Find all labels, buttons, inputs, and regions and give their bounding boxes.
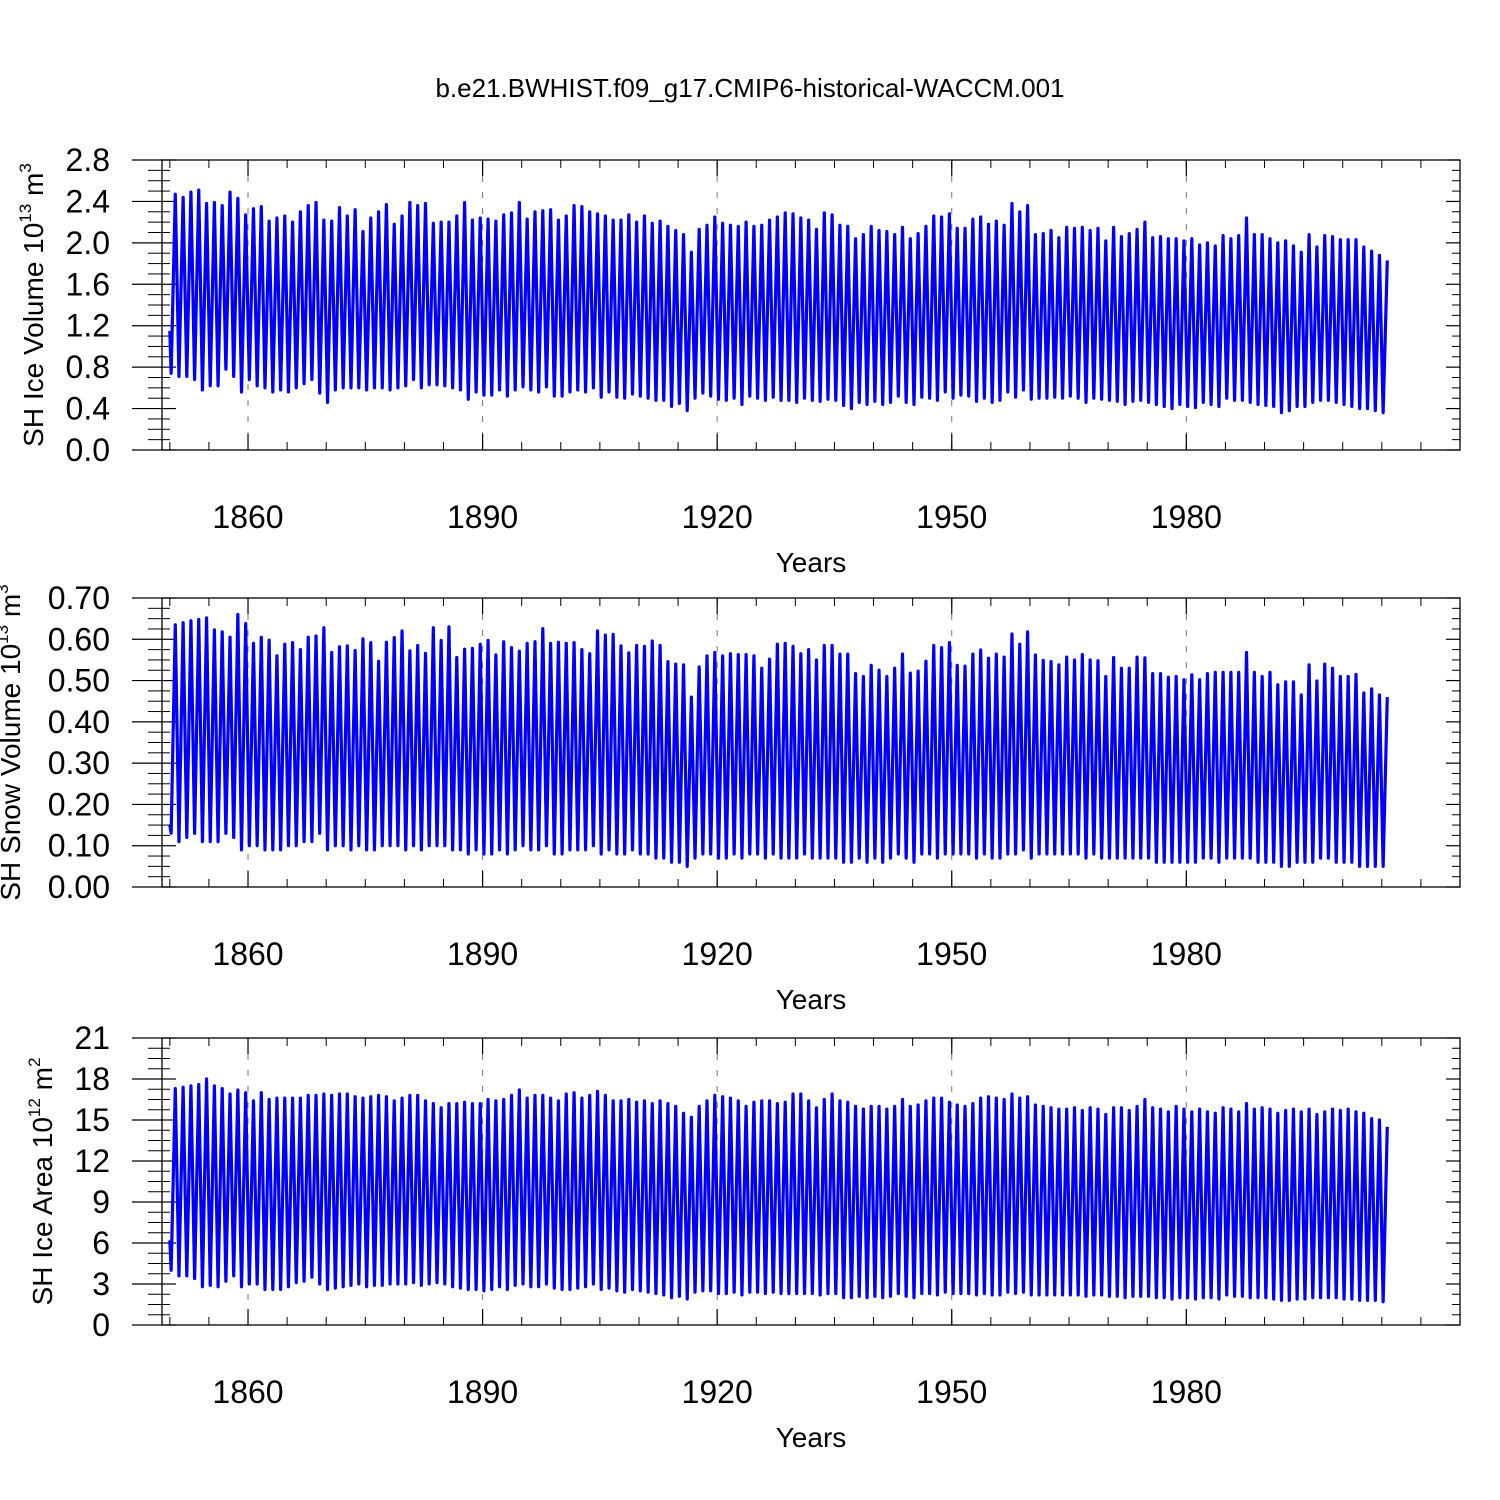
y-tick-label: 0.40 — [48, 704, 110, 740]
y-tick-label: 18 — [74, 1061, 110, 1097]
panel-3: 1860 1890 1920 1950 1980 0 3 6 9 12 15 18 21 Years SH … — [25, 1020, 1461, 1453]
y-tick-label: 1.6 — [66, 266, 110, 302]
x-tick-label: 1860 — [212, 499, 283, 535]
x-tick-label: 1860 — [212, 1374, 283, 1410]
x-tick-label: 1980 — [1151, 936, 1222, 972]
y-tick-label: 15 — [74, 1102, 110, 1138]
plot-frame — [161, 597, 1461, 888]
y-tick-label: 2.0 — [66, 225, 110, 261]
y-tick-label: 2.8 — [66, 142, 110, 178]
x-tick-label: 1920 — [682, 936, 753, 972]
y-axis-label: SH Ice Volume 1013 m3 — [16, 163, 49, 447]
x-axis-label: Years — [776, 1422, 847, 1453]
y-tick-label: 0.00 — [48, 869, 110, 905]
y-tick-label: 0 — [92, 1307, 110, 1343]
y-axis-label: SH Ice Area 1012 m2 — [25, 1058, 58, 1306]
x-tick-label: 1920 — [682, 1374, 753, 1410]
y-tick-label: 1.2 — [66, 308, 110, 344]
y-tick-label: 0.8 — [66, 349, 110, 385]
y-tick-label: 0.20 — [48, 786, 110, 822]
y-tick-label: 6 — [92, 1225, 110, 1261]
y-tick-label: 21 — [74, 1020, 110, 1056]
y-tick-label: 0.10 — [48, 828, 110, 864]
panel-1: 1860 1890 1920 1950 1980 0.0 0.4 0.8 1.2 1.6 2.0 2.… — [16, 142, 1461, 578]
plot-frame — [161, 159, 1461, 451]
y-tick-label: 0.30 — [48, 745, 110, 781]
x-axis-label: Years — [776, 984, 847, 1015]
x-tick-label: 1980 — [1151, 499, 1222, 535]
x-tick-label: 1980 — [1151, 1374, 1222, 1410]
x-tick-label: 1890 — [447, 1374, 518, 1410]
x-tick-label: 1950 — [916, 1374, 987, 1410]
x-tick-label: 1890 — [447, 936, 518, 972]
y-tick-label: 0.4 — [66, 391, 110, 427]
y-tick-label: 0.70 — [48, 580, 110, 616]
plot-frame — [161, 1037, 1461, 1326]
y-tick-label: 0.50 — [48, 663, 110, 699]
panel-2: 1860 1890 1920 1950 1980 0.00 0.10 0.20 0.30 0.40… — [0, 580, 1461, 1015]
series-line — [168, 612, 1389, 868]
y-tick-label: 0.0 — [66, 432, 110, 468]
x-tick-label: 1950 — [916, 499, 987, 535]
x-axis-label: Years — [776, 547, 847, 578]
y-tick-label: 0.60 — [48, 621, 110, 657]
y-tick-label: 2.4 — [66, 183, 110, 219]
series-line — [168, 188, 1389, 415]
x-tick-label: 1950 — [916, 936, 987, 972]
y-tick-label: 9 — [92, 1184, 110, 1220]
figure-title: b.e21.BWHIST.f09_g17.CMIP6-historical-WA… — [435, 73, 1064, 103]
y-axis-label: SH Snow Volume 1013 m3 — [0, 584, 26, 900]
y-tick-label: 3 — [92, 1266, 110, 1302]
y-tick-label: 12 — [74, 1143, 110, 1179]
x-tick-label: 1860 — [212, 936, 283, 972]
x-tick-label: 1920 — [682, 499, 753, 535]
series-line — [168, 1077, 1389, 1304]
x-tick-label: 1890 — [447, 499, 518, 535]
